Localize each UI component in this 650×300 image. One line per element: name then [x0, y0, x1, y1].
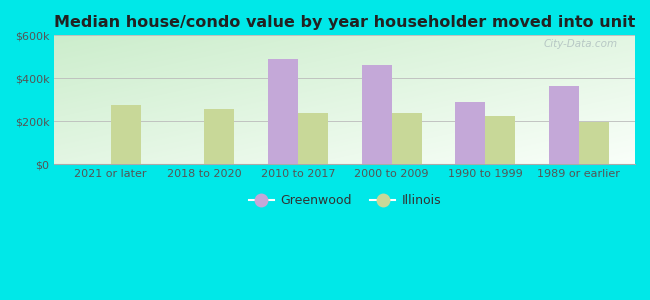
Bar	[485, 116, 515, 164]
Legend: Greenwood, Illinois: Greenwood, Illinois	[244, 189, 446, 212]
Title: Median house/condo value by year householder moved into unit: Median house/condo value by year househo…	[54, 15, 636, 30]
Bar	[455, 102, 485, 164]
Bar	[361, 65, 391, 164]
Bar	[391, 113, 421, 164]
Bar	[549, 86, 578, 164]
Text: City-Data.com: City-Data.com	[543, 39, 618, 49]
Bar	[111, 105, 140, 164]
Bar	[578, 122, 609, 164]
Bar	[204, 110, 234, 164]
Bar	[298, 113, 328, 164]
Bar	[268, 59, 298, 164]
